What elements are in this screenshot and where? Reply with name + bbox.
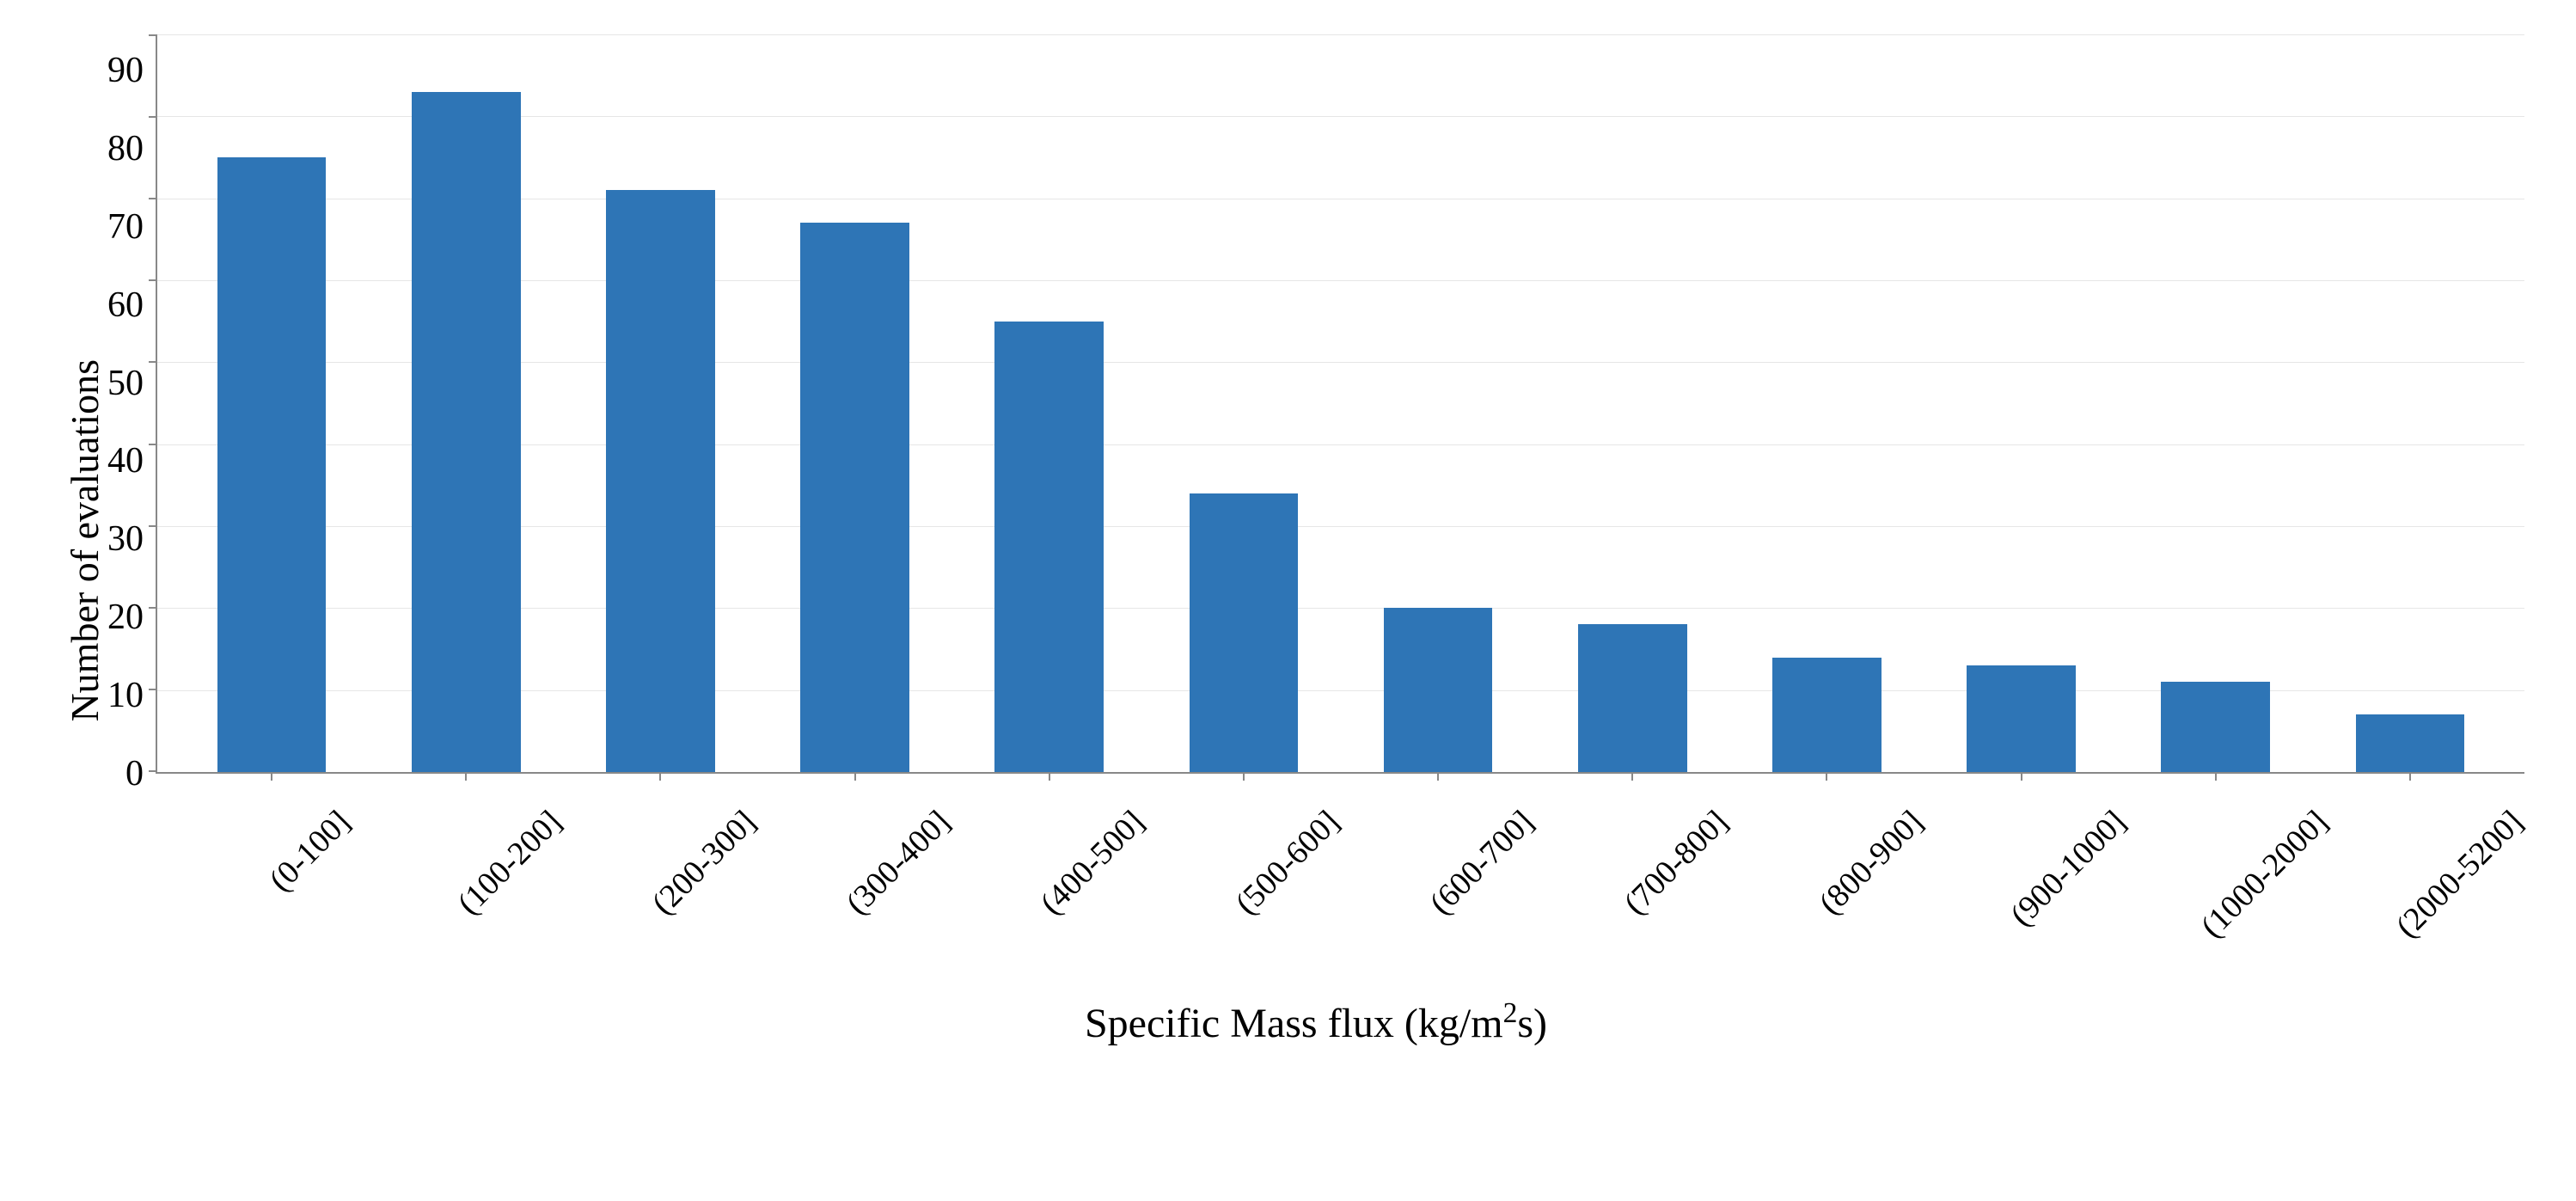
- x-tick-label: (600-700]: [1340, 779, 1534, 817]
- x-tick-label: (0-100]: [173, 779, 367, 817]
- x-tick-label: (100-200]: [367, 779, 561, 817]
- bar-slot: [952, 34, 1147, 772]
- y-tick-label: 80: [107, 131, 144, 167]
- x-tick-label: (200-300]: [562, 779, 756, 817]
- y-tick-label: 60: [107, 287, 144, 323]
- y-tick-label: 30: [107, 521, 144, 557]
- bars-container: [157, 34, 2524, 772]
- bar: [1772, 658, 1882, 772]
- bar-slot: [1924, 34, 2119, 772]
- y-tick-label: 90: [107, 52, 144, 89]
- bar-slot: [1729, 34, 1924, 772]
- x-tick-label: (300-400]: [756, 779, 951, 817]
- y-tick-label: 50: [107, 365, 144, 401]
- bar: [1578, 624, 1687, 772]
- bar-slot: [2313, 34, 2507, 772]
- bar: [994, 322, 1104, 772]
- bar: [217, 157, 327, 772]
- x-tick-marks: [157, 772, 2524, 781]
- y-tick-label: 10: [107, 677, 144, 714]
- y-tick-marks: [149, 34, 157, 772]
- bar: [1190, 493, 1299, 772]
- chart-area: Number of evaluations 90 80 70 60 50 40 30 20 10…: [52, 34, 2524, 1047]
- x-tick-label: (1000-2000]: [2118, 779, 2312, 817]
- x-tick-label: (700-800]: [1534, 779, 1729, 817]
- bar: [2356, 714, 2465, 772]
- y-tick-label: 70: [107, 209, 144, 245]
- x-axis-title: Specific Mass flux (kg/m2s): [107, 997, 2524, 1047]
- y-tick-label: 40: [107, 443, 144, 479]
- x-ticks-row: (0-100](100-200](200-300](300-400](400-5…: [107, 779, 2524, 817]
- mass-flux-histogram: Number of evaluations 90 80 70 60 50 40 30 20 10…: [0, 0, 2576, 1099]
- bar: [2161, 682, 2270, 772]
- bar: [606, 190, 715, 772]
- y-axis-title: Number of evaluations: [52, 359, 107, 722]
- x-tick-label: (800-900]: [1729, 779, 1924, 817]
- bar: [800, 223, 909, 772]
- x-tick-label: (2000-5200]: [2313, 779, 2507, 817]
- bar-slot: [563, 34, 757, 772]
- y-tick-label: 20: [107, 599, 144, 635]
- bar-slot: [369, 34, 563, 772]
- y-tick-label: 0: [125, 756, 144, 792]
- x-axis-ticks: (0-100](100-200](200-300](300-400](400-5…: [156, 779, 2524, 817]
- x-tick-label: (500-600]: [1146, 779, 1340, 817]
- bar-slot: [174, 34, 369, 772]
- bar: [1384, 608, 1493, 772]
- bar-slot: [758, 34, 952, 772]
- bar-slot: [1535, 34, 1729, 772]
- bar: [1967, 665, 2076, 772]
- bar-slot: [1147, 34, 1341, 772]
- bar-slot: [1341, 34, 1535, 772]
- x-tick-label: (400-500]: [951, 779, 1145, 817]
- plot-region: [156, 34, 2524, 774]
- bar: [412, 92, 521, 772]
- x-tick-label: (900-1000]: [1924, 779, 2118, 817]
- bar-slot: [2119, 34, 2313, 772]
